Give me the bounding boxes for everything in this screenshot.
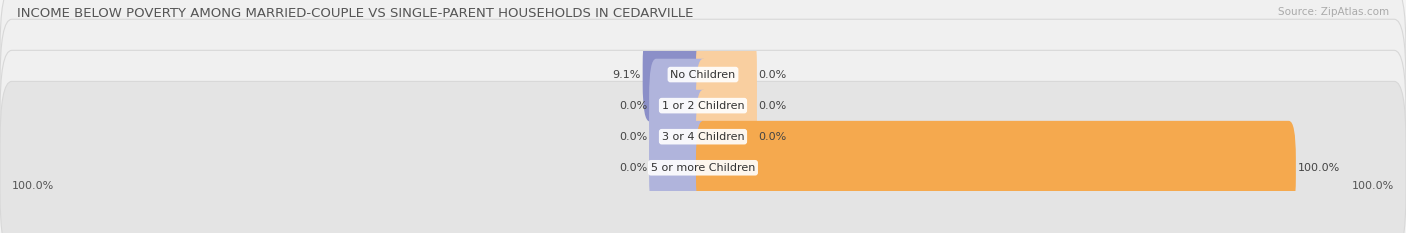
FancyBboxPatch shape [643,28,710,121]
Text: 100.0%: 100.0% [1353,181,1395,191]
FancyBboxPatch shape [696,90,756,184]
FancyBboxPatch shape [0,50,1406,223]
FancyBboxPatch shape [0,19,1406,192]
Text: 0.0%: 0.0% [759,70,787,79]
FancyBboxPatch shape [650,90,710,184]
FancyBboxPatch shape [696,59,756,153]
Text: INCOME BELOW POVERTY AMONG MARRIED-COUPLE VS SINGLE-PARENT HOUSEHOLDS IN CEDARVI: INCOME BELOW POVERTY AMONG MARRIED-COUPL… [17,7,693,20]
Text: 0.0%: 0.0% [619,163,647,173]
Text: 1 or 2 Children: 1 or 2 Children [662,101,744,111]
Text: No Children: No Children [671,70,735,79]
Text: 9.1%: 9.1% [613,70,641,79]
FancyBboxPatch shape [696,121,1296,215]
Text: 100.0%: 100.0% [1298,163,1340,173]
FancyBboxPatch shape [0,81,1406,233]
Text: 5 or more Children: 5 or more Children [651,163,755,173]
FancyBboxPatch shape [650,59,710,153]
Text: Source: ZipAtlas.com: Source: ZipAtlas.com [1278,7,1389,17]
FancyBboxPatch shape [0,0,1406,161]
Text: 0.0%: 0.0% [619,101,647,111]
Text: 0.0%: 0.0% [759,132,787,142]
FancyBboxPatch shape [696,28,756,121]
Text: 3 or 4 Children: 3 or 4 Children [662,132,744,142]
FancyBboxPatch shape [650,121,710,215]
Text: 100.0%: 100.0% [11,181,53,191]
Text: 0.0%: 0.0% [759,101,787,111]
Text: 0.0%: 0.0% [619,132,647,142]
